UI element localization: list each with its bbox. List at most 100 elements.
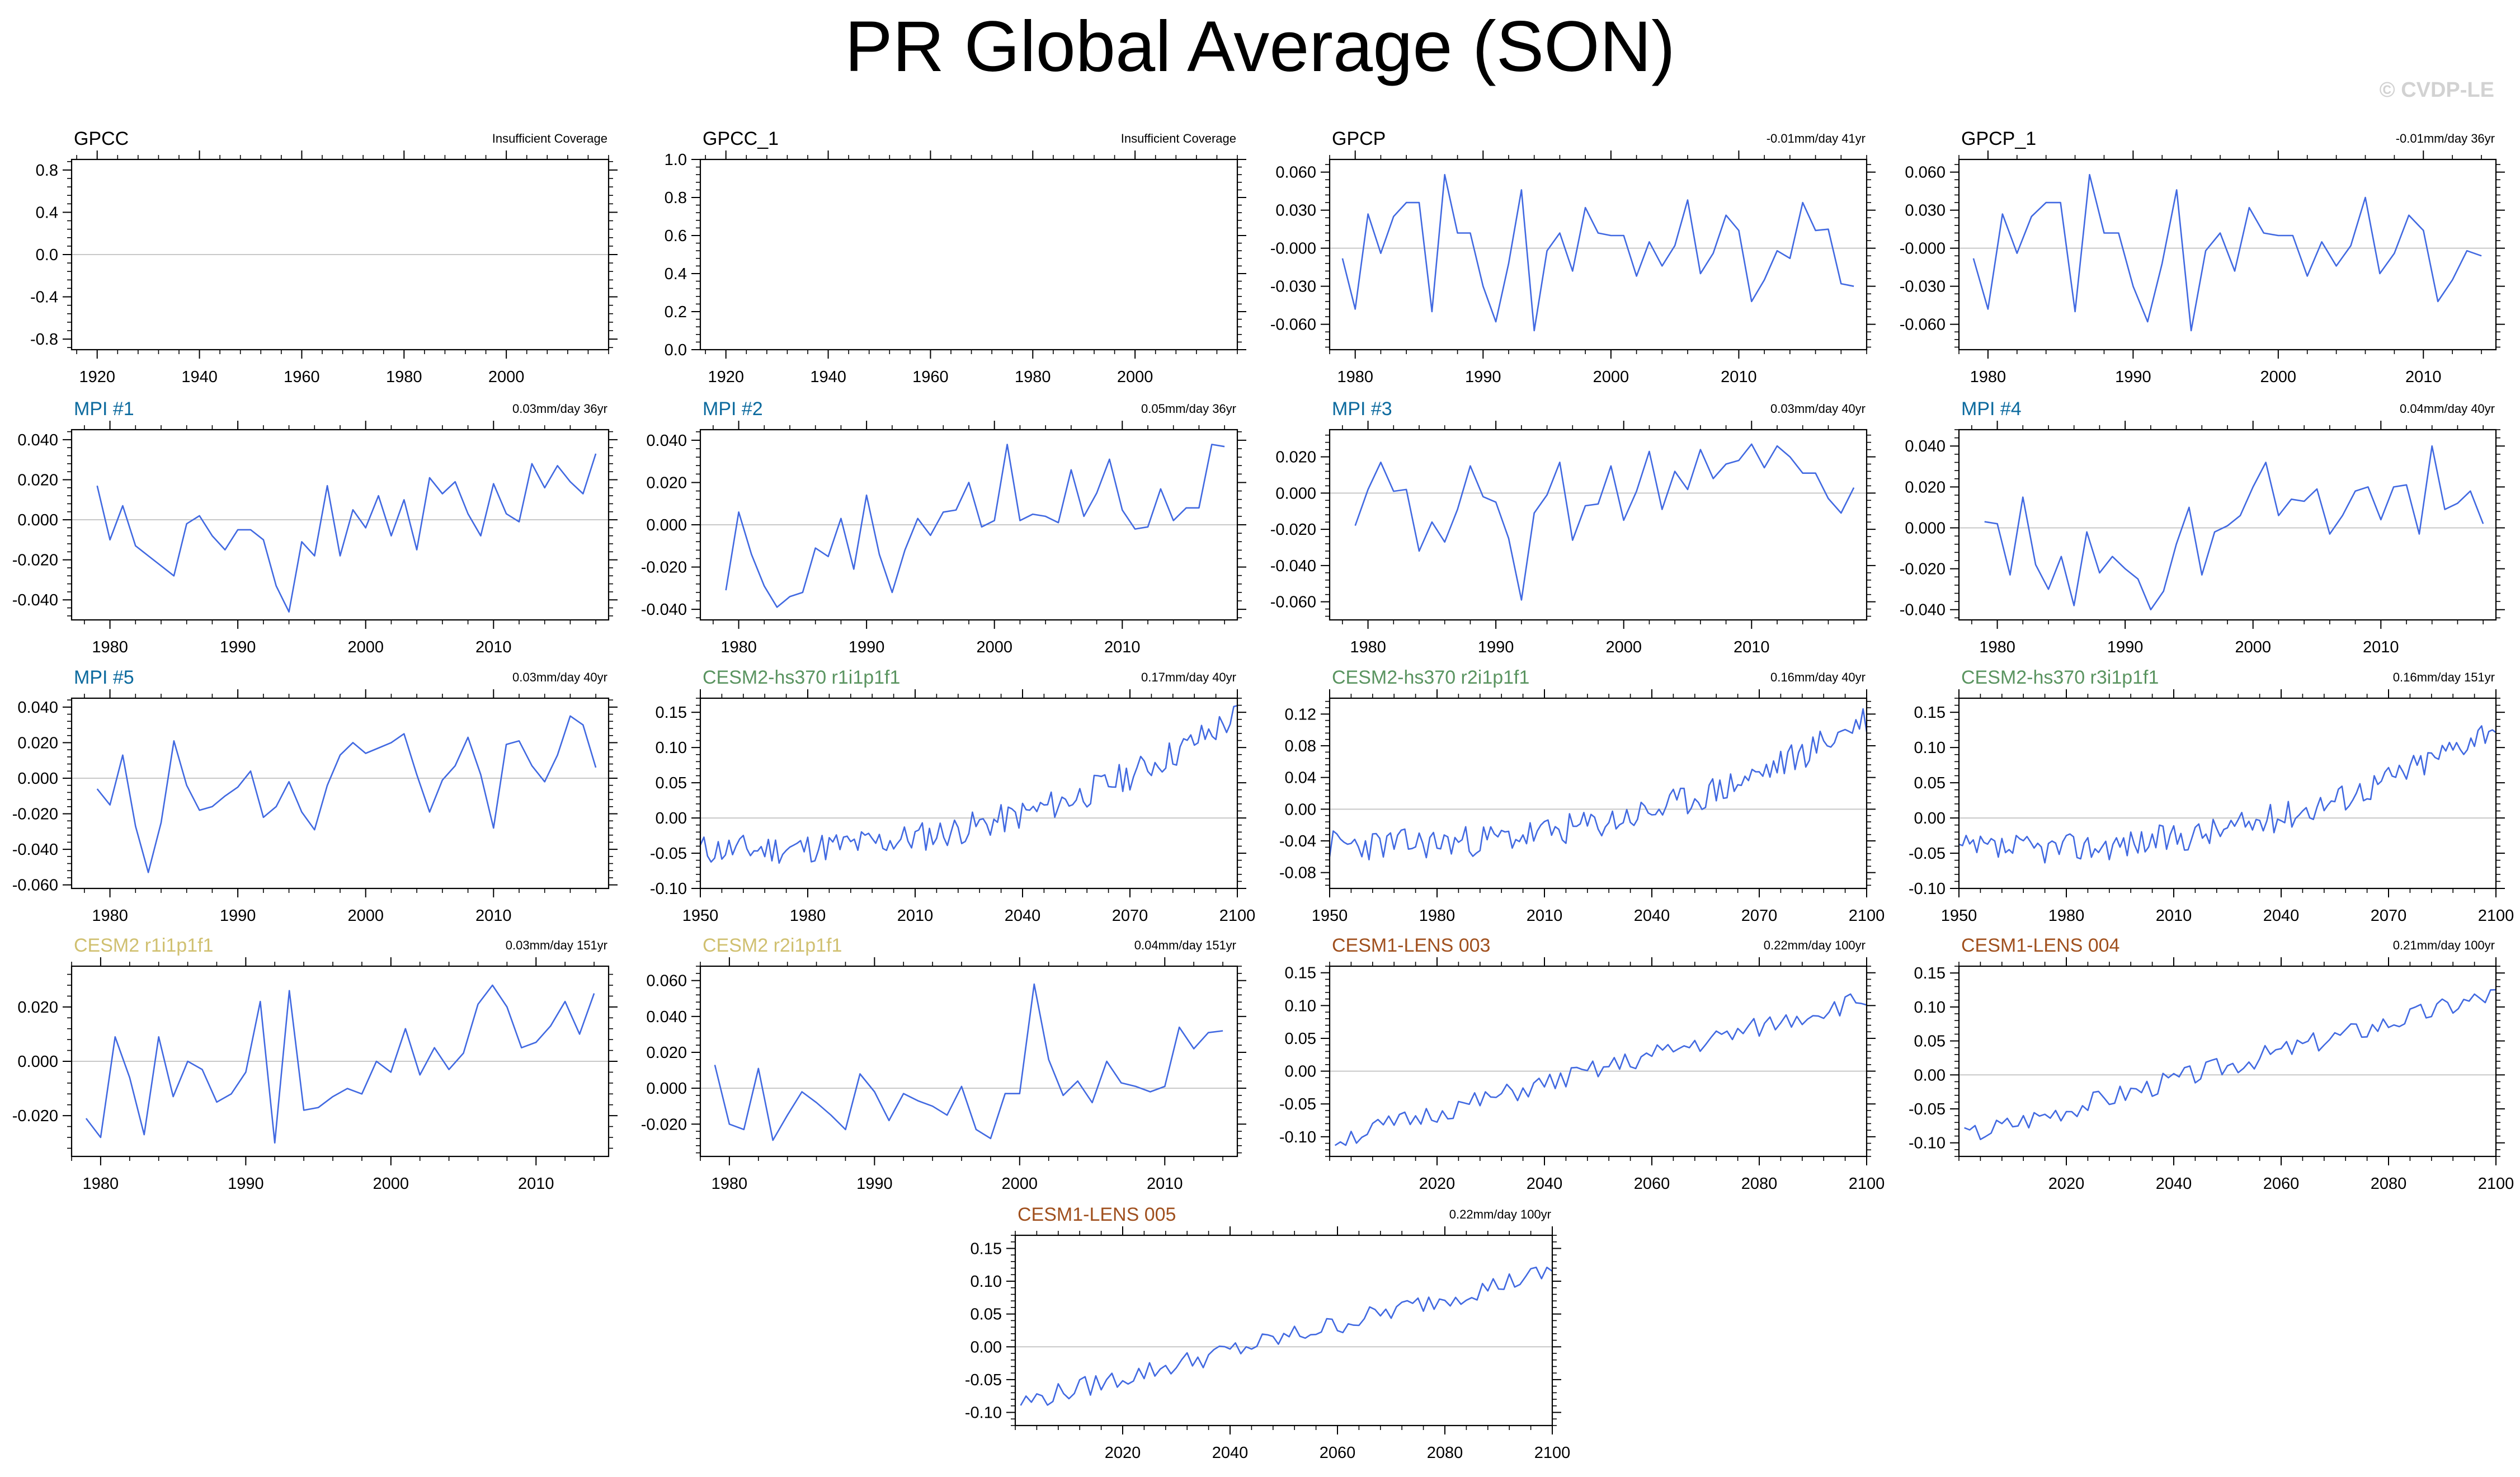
- panel-title: MPI #2: [703, 398, 763, 420]
- y-tick-label: 0.2: [665, 303, 687, 321]
- x-tick-label: 2040: [1212, 1444, 1249, 1462]
- y-tick-label: -0.000: [1900, 240, 1946, 258]
- panel-title: CESM2-hs370 r2i1p1f1: [1332, 667, 1529, 688]
- x-tick-label: 1990: [2115, 368, 2151, 386]
- panel-title: MPI #1: [74, 398, 134, 420]
- y-tick-label: 0.05: [656, 774, 687, 792]
- x-tick-label: 2080: [1427, 1444, 1463, 1462]
- y-tick-label: -0.05: [965, 1371, 1002, 1389]
- x-tick-label: 2000: [1117, 368, 1153, 386]
- panel-trend: 0.03mm/day 40yr: [512, 670, 607, 684]
- plot-frame: [70, 429, 610, 621]
- y-tick-label: 0.020: [17, 734, 58, 752]
- x-tick-label: 1990: [1478, 638, 1514, 656]
- x-tick-label: 2040: [1634, 907, 1670, 925]
- y-tick-label: 0.030: [1275, 202, 1316, 220]
- y-tick-label: -0.020: [12, 1107, 58, 1125]
- plot-frame: [1329, 965, 1868, 1158]
- x-tick-label: 1980: [1979, 638, 2015, 656]
- y-tick-label: -0.8: [30, 331, 58, 349]
- y-tick-label: 0.040: [17, 431, 58, 449]
- panel-14: 2020 2040 2060 2080 2100 -0.10 -0.05 0.00 0.05 0.…: [1279, 935, 1885, 1193]
- y-tick-label: -0.020: [12, 552, 58, 570]
- x-tick-label: 1980: [1419, 907, 1456, 925]
- figure-title: PR Global Average (SON): [845, 7, 1675, 87]
- panel-trend: 0.05mm/day 36yr: [1141, 402, 1236, 416]
- series-line: [1341, 173, 1854, 332]
- x-tick-label: 1960: [284, 368, 320, 386]
- series-line: [1020, 1266, 1553, 1406]
- x-tick-label: 2100: [1849, 907, 1885, 925]
- x-tick-label: 1990: [228, 1175, 264, 1193]
- panel-15: 2020 2040 2060 2080 2100 -0.10 -0.05 0.00 0.05 0.…: [1909, 935, 2514, 1193]
- y-tick-label: 0.000: [17, 511, 58, 529]
- panel-title: MPI #3: [1332, 398, 1392, 420]
- x-tick-label: 2100: [2478, 1175, 2514, 1193]
- x-tick-label: 1920: [79, 368, 115, 386]
- panel-trend: 0.22mm/day 100yr: [1449, 1207, 1551, 1221]
- panel-2: 1980 1990 2000 2010 -0.060 -0.030 -0.000 0.030 0…: [1270, 128, 1876, 386]
- x-tick-label: 2000: [976, 638, 1012, 656]
- x-tick-label: 1980: [1970, 368, 2006, 386]
- panel-trend: Insufficient Coverage: [1121, 131, 1236, 145]
- x-tick-label: 1990: [2107, 638, 2144, 656]
- panel-5: 1980 1990 2000 2010 -0.040 -0.020 0.000 0.020 0.…: [641, 398, 1246, 656]
- x-tick-label: 1980: [386, 368, 422, 386]
- y-tick-label: 0.00: [1285, 1063, 1316, 1081]
- plot-frame: [1329, 158, 1868, 351]
- x-tick-label: 1950: [682, 907, 719, 925]
- y-tick-label: -0.030: [1270, 278, 1316, 296]
- plot-frame: [699, 697, 1238, 890]
- x-tick-label: 2060: [2263, 1175, 2300, 1193]
- y-tick-label: 0.000: [646, 1080, 687, 1098]
- plot-frame: [699, 158, 1238, 351]
- y-tick-label: 0.12: [1285, 705, 1316, 723]
- series-line: [96, 715, 597, 873]
- y-tick-label: 0.00: [1285, 801, 1316, 819]
- y-tick-label: 0.020: [17, 471, 58, 489]
- x-tick-label: 1990: [220, 907, 256, 925]
- y-tick-label: 0.040: [17, 699, 58, 717]
- series-line: [1958, 725, 2497, 864]
- y-tick-label: -0.060: [1900, 316, 1946, 334]
- y-tick-label: 0.8: [36, 162, 58, 180]
- panel-title: GPCP_1: [1961, 128, 2036, 149]
- panel-trend: 0.04mm/day 40yr: [2400, 402, 2495, 416]
- x-tick-label: 2010: [475, 638, 512, 656]
- x-tick-label: 2020: [1105, 1444, 1141, 1462]
- panel-title: CESM1-LENS 004: [1961, 935, 2119, 956]
- panel-trend: 0.03mm/day 36yr: [512, 402, 607, 416]
- panel-10: 1950 1980 2010 2040 2070 2100 -0.08 -0.04 0.00 0.…: [1279, 667, 1885, 925]
- y-tick-label: -0.08: [1279, 864, 1316, 882]
- panel-title: MPI #5: [74, 667, 134, 688]
- y-tick-label: 0.4: [665, 265, 687, 283]
- x-tick-label: 2040: [1005, 907, 1041, 925]
- x-tick-label: 2000: [1593, 368, 1629, 386]
- plot-frame: [1958, 158, 2497, 351]
- x-tick-label: 2000: [2260, 368, 2297, 386]
- y-tick-label: 0.0: [665, 341, 687, 359]
- y-tick-label: 0.10: [971, 1273, 1002, 1291]
- x-tick-label: 2000: [347, 638, 384, 656]
- x-tick-label: 1990: [1465, 368, 1501, 386]
- x-tick-label: 2100: [2478, 907, 2514, 925]
- y-tick-label: 0.05: [971, 1306, 1002, 1324]
- panel-12: 1980 1990 2000 2010 -0.020 0.000 0.020 CESM2 r1…: [12, 935, 618, 1193]
- y-tick-label: 0.05: [1285, 1030, 1316, 1048]
- x-tick-label: 2080: [2371, 1175, 2407, 1193]
- y-tick-label: 0.00: [1914, 810, 1946, 827]
- y-tick-label: -0.04: [1279, 832, 1316, 850]
- y-tick-label: 1.0: [665, 151, 687, 169]
- y-tick-label: -0.05: [650, 845, 687, 863]
- y-tick-label: 0.000: [17, 1053, 58, 1071]
- y-tick-label: 0.020: [17, 999, 58, 1017]
- panel-1: 1920 1940 1960 1980 2000 0.0 0.2 0.4 0.6 0.8 1.0 GP…: [665, 128, 1246, 386]
- y-tick-label: 0.000: [1275, 485, 1316, 502]
- panel-trend: 0.22mm/day 100yr: [1764, 938, 1866, 952]
- y-tick-label: -0.05: [1909, 845, 1946, 863]
- y-tick-label: 0.05: [1914, 774, 1946, 792]
- x-tick-label: 2040: [2263, 907, 2300, 925]
- y-tick-label: -0.060: [1270, 594, 1316, 612]
- y-tick-label: 0.15: [1914, 704, 1946, 722]
- y-tick-label: 0.020: [1905, 478, 1946, 496]
